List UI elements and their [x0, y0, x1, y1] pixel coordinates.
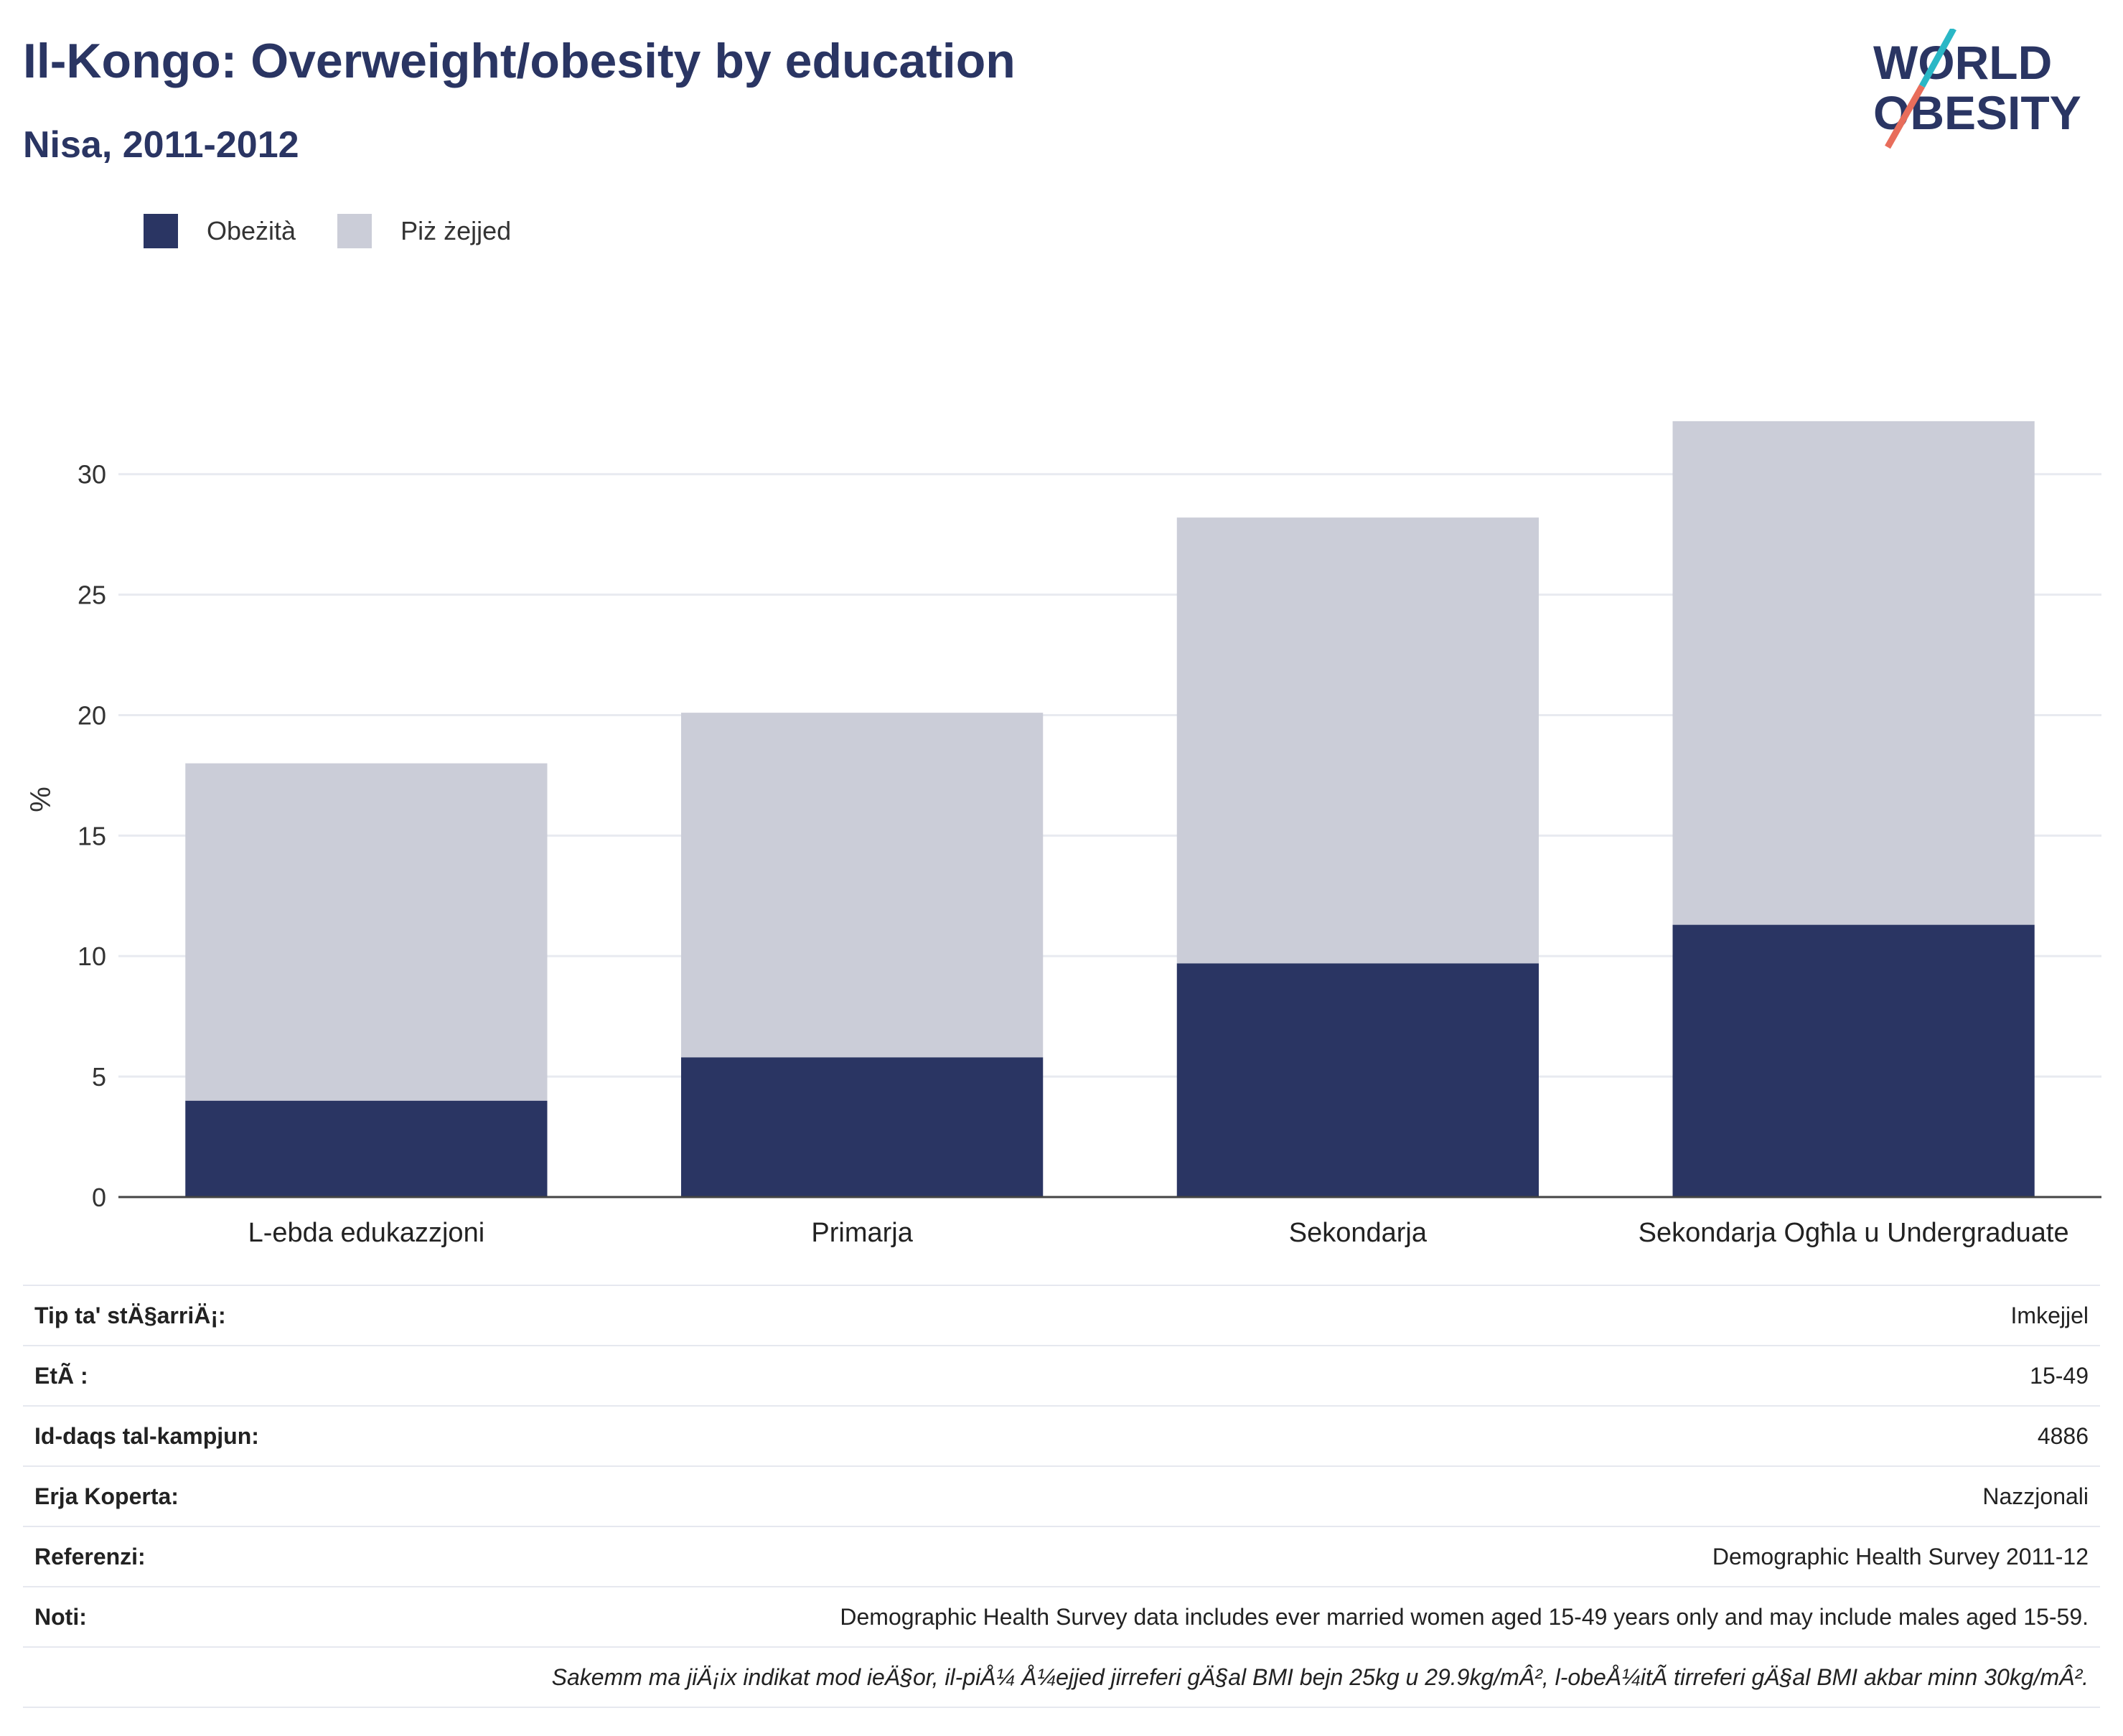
- info-value: Demographic Health Survey data includes …: [840, 1603, 2089, 1630]
- y-tick-label: 10: [78, 942, 106, 971]
- survey-info-table: Tip ta' stÄ§arriÄ¡: Imkejjel EtÃ : 15-49…: [23, 1285, 2100, 1708]
- bar-chart: 0 5 10 15 20 25 30% L-ebda edukazzjoni Primarja S…: [25, 421, 2101, 1248]
- footnote-text: Sakemm ma jiÄ¡ix indikat mod ieÄ§or, il-…: [551, 1664, 2089, 1690]
- info-label: Erja Koperta:: [34, 1483, 179, 1509]
- info-row-survey-type: Tip ta' stÄ§arriÄ¡: Imkejjel: [23, 1285, 2100, 1345]
- legend-swatch-obesity: [144, 214, 178, 248]
- info-row-sample-size: Id-daqs tal-kampjun: 4886: [23, 1405, 2100, 1465]
- info-value: 15-49: [2030, 1362, 2089, 1389]
- y-tick-label: 20: [78, 700, 106, 730]
- page-subtitle: Nisa, 2011-2012: [23, 124, 299, 166]
- legend-item-overweight[interactable]: Piż żejjed: [337, 214, 511, 248]
- legend-label-overweight: Piż żejjed: [400, 216, 512, 245]
- bar-obesity: [185, 1100, 548, 1197]
- info-row-notes: Noti: Demographic Health Survey data inc…: [23, 1586, 2100, 1646]
- bar-overweight: [185, 763, 548, 1101]
- chart-legend: Obeżità Piż żejjed: [144, 214, 553, 248]
- bar-obesity: [1672, 924, 2035, 1197]
- bar-overweight: [1672, 421, 2035, 925]
- info-label: EtÃ :: [34, 1362, 88, 1389]
- y-tick-label: 0: [92, 1183, 106, 1212]
- legend-label-obesity: Obeżità: [207, 216, 296, 245]
- bar-obesity: [681, 1057, 1044, 1197]
- info-row-age: EtÃ : 15-49: [23, 1345, 2100, 1405]
- info-label: Noti:: [34, 1603, 87, 1630]
- info-value: Imkejjel: [2010, 1302, 2089, 1328]
- info-label: Referenzi:: [34, 1543, 146, 1570]
- x-tick-label: Sekondarja Ogħla u Undergraduate: [1639, 1218, 2069, 1248]
- y-tick-label: 5: [92, 1062, 106, 1092]
- legend-item-obesity[interactable]: Obeżità: [144, 214, 296, 248]
- x-tick-label: Sekondarja: [1289, 1218, 1428, 1248]
- info-value: 4886: [2037, 1422, 2089, 1449]
- info-value: Demographic Health Survey 2011-12: [1712, 1543, 2089, 1570]
- y-tick-label: 25: [78, 581, 106, 610]
- info-row-footnote: Sakemm ma jiÄ¡ix indikat mod ieÄ§or, il-…: [23, 1646, 2100, 1708]
- info-label: Tip ta' stÄ§arriÄ¡:: [34, 1302, 226, 1328]
- x-tick-label: L-ebda edukazzjoni: [248, 1218, 485, 1248]
- y-tick-label: 30: [78, 460, 106, 489]
- bar-obesity: [1176, 963, 1539, 1197]
- bar-overweight: [1176, 517, 1539, 964]
- info-row-references: Referenzi: Demographic Health Survey 201…: [23, 1526, 2100, 1586]
- info-value: Nazzjonali: [1982, 1483, 2089, 1509]
- info-row-area: Erja Koperta: Nazzjonali: [23, 1465, 2100, 1526]
- y-axis-label: %: [25, 787, 57, 812]
- svg-text:WORLD: WORLD: [1873, 36, 2052, 89]
- x-tick-label: Primarja: [811, 1218, 913, 1248]
- legend-swatch-overweight: [337, 214, 372, 248]
- world-obesity-logo: WORLD OBESITY: [1873, 29, 2081, 149]
- y-tick-label: 15: [78, 821, 106, 850]
- page-title: Il-Kongo: Overweight/obesity by educatio…: [23, 34, 1016, 88]
- bar-overweight: [681, 713, 1044, 1058]
- info-label: Id-daqs tal-kampjun:: [34, 1422, 259, 1449]
